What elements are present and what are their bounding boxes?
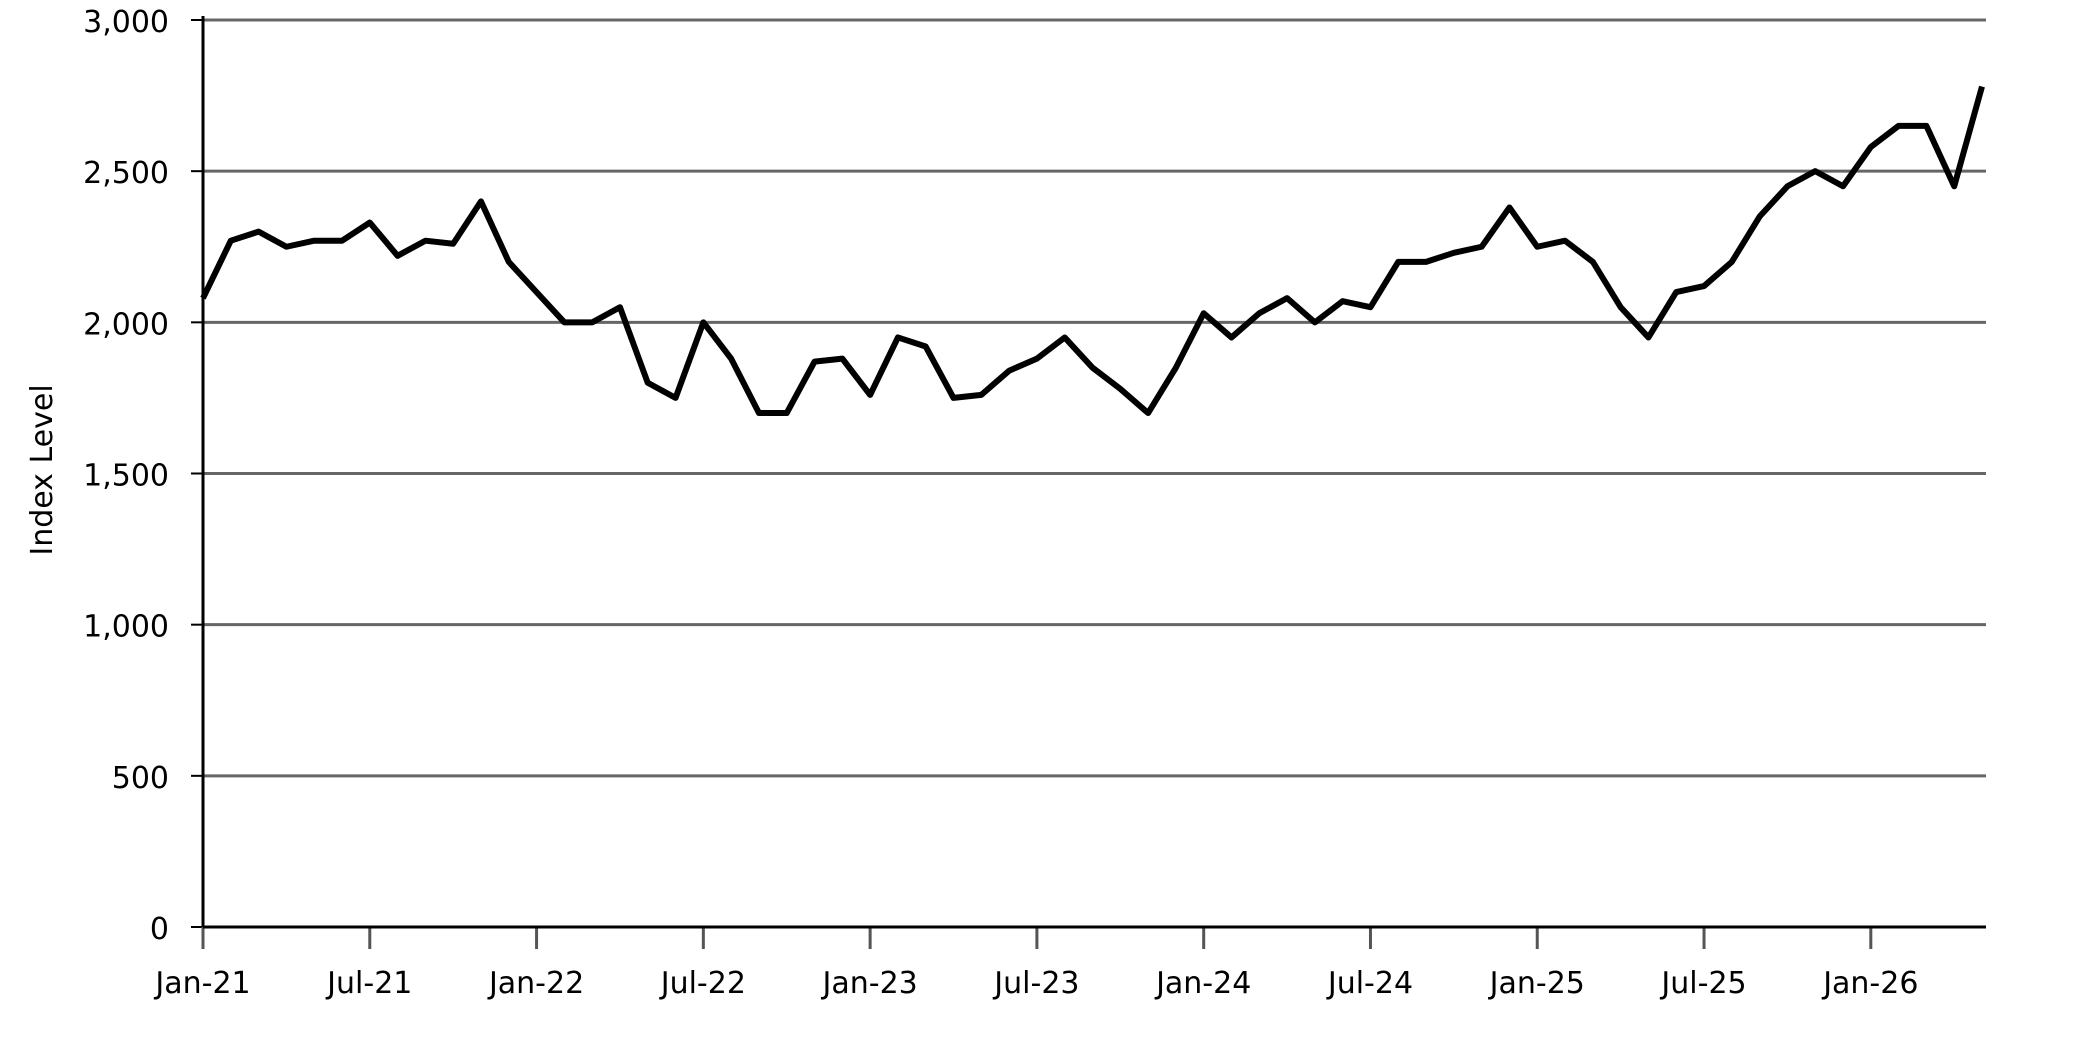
y-tick-label: 500: [112, 761, 169, 796]
x-tick-label: Jan-24: [1154, 966, 1251, 1001]
y-tick-label: 2,000: [83, 307, 169, 342]
x-tick-label: Jul-25: [1659, 966, 1746, 1001]
x-tick-label: Jul-22: [659, 966, 746, 1001]
x-tick-label: Jul-24: [1326, 966, 1413, 1001]
y-tick-label: 1,000: [83, 610, 169, 645]
y-tick-label: 0: [150, 912, 169, 947]
y-tick-label: 1,500: [83, 459, 169, 494]
x-tick-label: Jan-23: [821, 966, 918, 1001]
x-tick-label: Jan-22: [487, 966, 584, 1001]
x-tick-label: Jan-21: [153, 966, 250, 1001]
x-tick-label: Jul-23: [992, 966, 1079, 1001]
y-axis-label: Index Level: [25, 384, 60, 555]
x-tick-label: Jan-26: [1821, 966, 1918, 1001]
line-series: [200, 85, 1985, 417]
x-tick-label: Jul-21: [325, 966, 412, 1001]
y-tick-label: 3,000: [83, 5, 169, 40]
x-tick-label: Jan-25: [1488, 966, 1585, 1001]
y-tick-label: 2,500: [83, 156, 169, 191]
